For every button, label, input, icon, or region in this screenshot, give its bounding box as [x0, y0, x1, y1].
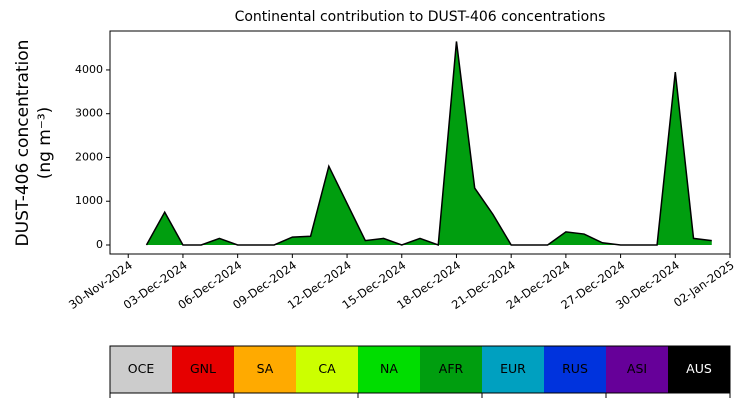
area-outline	[145, 41, 712, 247]
legend-label: ASI	[627, 361, 647, 376]
legend-frame	[109, 345, 731, 394]
y-tick-label: 0	[96, 238, 103, 251]
legend-swatch	[358, 346, 420, 393]
legend-swatch	[668, 346, 730, 393]
plot-frame	[109, 30, 731, 255]
legend-label: OCE	[128, 361, 155, 376]
legend-swatch	[420, 346, 482, 393]
legend-label: NA	[380, 361, 398, 376]
legend-swatch	[606, 346, 668, 393]
y-axis-label: (ng m⁻³)	[35, 107, 55, 180]
y-tick-label: 1000	[75, 194, 103, 207]
x-tick-label: 02-Jan-2025	[671, 258, 737, 310]
chart-title: Continental contribution to DUST-406 con…	[235, 9, 606, 25]
y-tick-label: 4000	[75, 63, 103, 76]
legend-label: RUS	[562, 361, 588, 376]
legend-label: GNL	[190, 361, 216, 376]
legend-swatch	[544, 346, 606, 393]
area	[146, 41, 712, 245]
y-tick-label: 3000	[75, 107, 103, 120]
legend-label: AFR	[439, 361, 464, 376]
y-tick-label: 2000	[75, 150, 103, 163]
legend-swatch	[110, 346, 172, 393]
legend-swatch	[234, 346, 296, 393]
legend-swatch	[482, 346, 544, 393]
legend-swatch	[296, 346, 358, 393]
y-axis-label: DUST-406 concentration	[13, 40, 33, 247]
legend-label: EUR	[500, 361, 526, 376]
legend-label: CA	[318, 361, 336, 376]
legend-swatch	[172, 346, 234, 393]
legend-label: SA	[257, 361, 274, 376]
legend-label: AUS	[686, 361, 712, 376]
